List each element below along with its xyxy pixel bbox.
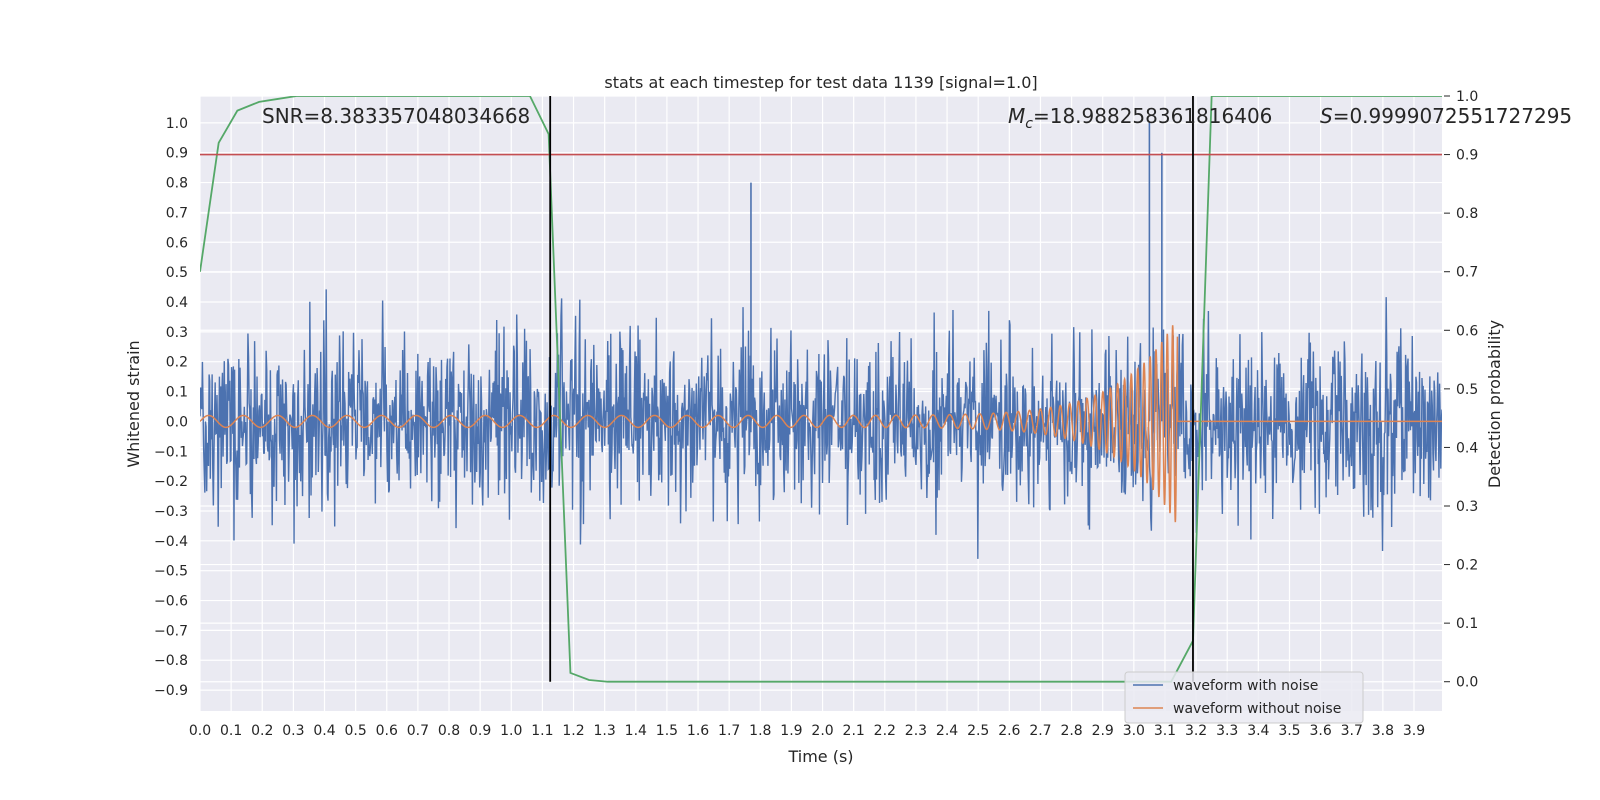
x-tick-label: 0.2 xyxy=(251,723,273,739)
y-tick-label: −0.7 xyxy=(154,623,188,639)
y-tick-label: 0.2 xyxy=(166,355,188,371)
y2-tick-label: 0.0 xyxy=(1456,675,1478,691)
legend: waveform with noise waveform without noi… xyxy=(1124,671,1364,724)
chirp-mass-subscript: c xyxy=(1025,116,1033,132)
x-tick-label: 1.1 xyxy=(531,723,553,739)
x-tick-label: 3.7 xyxy=(1341,723,1363,739)
s-value: =0.9999072551727295 xyxy=(1333,104,1572,128)
y-tick-label: −0.5 xyxy=(154,564,188,580)
horizontal-gridlines xyxy=(200,122,1442,691)
s-symbol: S xyxy=(1320,104,1333,128)
x-tick-label: 2.6 xyxy=(998,723,1020,739)
y-tick-label: 1.0 xyxy=(166,116,188,132)
y-tick-label: −0.9 xyxy=(154,683,188,699)
y-tick-label: −0.3 xyxy=(154,504,188,520)
y-tick-label: −0.6 xyxy=(154,594,188,610)
y-tick-label: 0.9 xyxy=(166,146,188,162)
series-detection-probability xyxy=(200,96,1442,683)
x-tick-label: 2.8 xyxy=(1060,723,1082,739)
x-tick-label: 0.5 xyxy=(345,723,367,739)
x-tick-label: 1.5 xyxy=(656,723,678,739)
y-axis-label: Whitened strain xyxy=(124,340,143,467)
x-tick-label: 1.2 xyxy=(562,723,584,739)
y-tick-label: 0.0 xyxy=(166,414,188,430)
y-tick-label: −0.1 xyxy=(154,444,188,460)
y-tick-label: 0.7 xyxy=(166,205,188,221)
chirp-mass-annotation: Mc=18.988258361816406 xyxy=(1008,104,1272,132)
x-tick-label: 1.8 xyxy=(749,723,771,739)
x-tick-label: 3.4 xyxy=(1247,723,1269,739)
s-annotation: S=0.9999072551727295 xyxy=(1320,104,1572,128)
y2-tick-labels: 0.0 0.1 0.2 0.3 0.4 0.5 0.6 0.7 0.8 0.9 1.0 xyxy=(1444,89,1478,691)
snr-annotation: SNR=8.383357048034668 xyxy=(262,104,530,128)
y-tick-label: 0.6 xyxy=(166,235,188,251)
y-tick-label: −0.2 xyxy=(154,474,188,490)
overlay-layer xyxy=(200,96,1442,682)
x-tick-label: 1.4 xyxy=(625,723,647,739)
x-tick-label: 2.3 xyxy=(905,723,927,739)
x-tick-label: 3.9 xyxy=(1403,723,1425,739)
x-tick-label: 2.9 xyxy=(1092,723,1114,739)
y2-tick-label: 0.6 xyxy=(1456,323,1478,339)
x-tick-label: 3.3 xyxy=(1216,723,1238,739)
svg-text:Mc=18.988258361816406: Mc=18.988258361816406 xyxy=(1008,104,1272,132)
series-waveform-without-noise xyxy=(200,325,1442,523)
x-tick-label: 2.2 xyxy=(874,723,896,739)
x-axis-label: Time (s) xyxy=(787,747,853,766)
x-tick-label: 3.1 xyxy=(1154,723,1176,739)
x-tick-label: 1.3 xyxy=(594,723,616,739)
x-tick-label: 0.7 xyxy=(407,723,429,739)
x-tick-label: 0.3 xyxy=(282,723,304,739)
y2-axis-label: Detection probability xyxy=(1485,320,1504,488)
x-tick-label: 1.9 xyxy=(780,723,802,739)
y2-tick-label: 0.5 xyxy=(1456,382,1478,398)
x-tick-label: 1.6 xyxy=(687,723,709,739)
chirp-mass-value: =18.988258361816406 xyxy=(1033,104,1272,128)
y2-tick-label: 0.4 xyxy=(1456,440,1478,456)
y2-tick-label: 0.3 xyxy=(1456,499,1478,515)
x-tick-label: 2.4 xyxy=(936,723,958,739)
y-tick-label: 0.4 xyxy=(166,295,188,311)
x-tick-label: 0.6 xyxy=(376,723,398,739)
legend-label-clean: waveform without noise xyxy=(1173,701,1341,717)
chart-title: stats at each timestep for test data 113… xyxy=(604,73,1037,92)
x-tick-label: 3.2 xyxy=(1185,723,1207,739)
y-tick-label: 0.3 xyxy=(166,325,188,341)
x-tick-label: 3.5 xyxy=(1278,723,1300,739)
x-tick-label: 0.0 xyxy=(189,723,211,739)
y-tick-labels: −0.9 −0.8 −0.7 −0.6 −0.5 −0.4 −0.3 −0.2 −0.1 0.0 0… xyxy=(154,116,188,699)
y2-tick-label: 0.7 xyxy=(1456,265,1478,281)
y2-tick-label: 0.8 xyxy=(1456,206,1478,222)
x-tick-label: 0.1 xyxy=(220,723,242,739)
y2-tick-label: 1.0 xyxy=(1456,89,1478,105)
y-tick-label: −0.4 xyxy=(154,534,188,550)
legend-box xyxy=(1124,671,1364,724)
x-tick-label: 3.8 xyxy=(1372,723,1394,739)
legend-label-noise: waveform with noise xyxy=(1173,678,1318,694)
y-tick-label: −0.8 xyxy=(154,653,188,669)
x-tick-labels: 0.0 0.1 0.2 0.3 0.4 0.5 0.6 0.7 0.8 0.9 1.0 1.1 1.2 1… xyxy=(189,723,1425,739)
x-tick-label: 0.8 xyxy=(438,723,460,739)
x-tick-label: 1.7 xyxy=(718,723,740,739)
x-tick-label: 3.0 xyxy=(1123,723,1145,739)
svg-text:S=0.9999072551727295: S=0.9999072551727295 xyxy=(1320,104,1572,128)
y-tick-label: 0.8 xyxy=(166,176,188,192)
y-tick-label: 0.1 xyxy=(166,385,188,401)
chirp-mass-symbol: M xyxy=(1008,104,1025,128)
x-tick-label: 0.9 xyxy=(469,723,491,739)
x-tick-label: 2.5 xyxy=(967,723,989,739)
x-tick-label: 2.0 xyxy=(811,723,833,739)
x-tick-label: 1.0 xyxy=(500,723,522,739)
x-tick-label: 2.7 xyxy=(1029,723,1051,739)
x-tick-label: 3.6 xyxy=(1309,723,1331,739)
x-tick-label: 0.4 xyxy=(313,723,335,739)
series-layer xyxy=(200,96,1442,683)
y-tick-label: 0.5 xyxy=(166,265,188,281)
y2-tick-label: 0.9 xyxy=(1456,148,1478,164)
series-waveform-with-noise xyxy=(200,289,1442,559)
y2-tick-label: 0.2 xyxy=(1456,558,1478,574)
x-tick-label: 2.1 xyxy=(843,723,865,739)
y2-tick-label: 0.1 xyxy=(1456,616,1478,632)
